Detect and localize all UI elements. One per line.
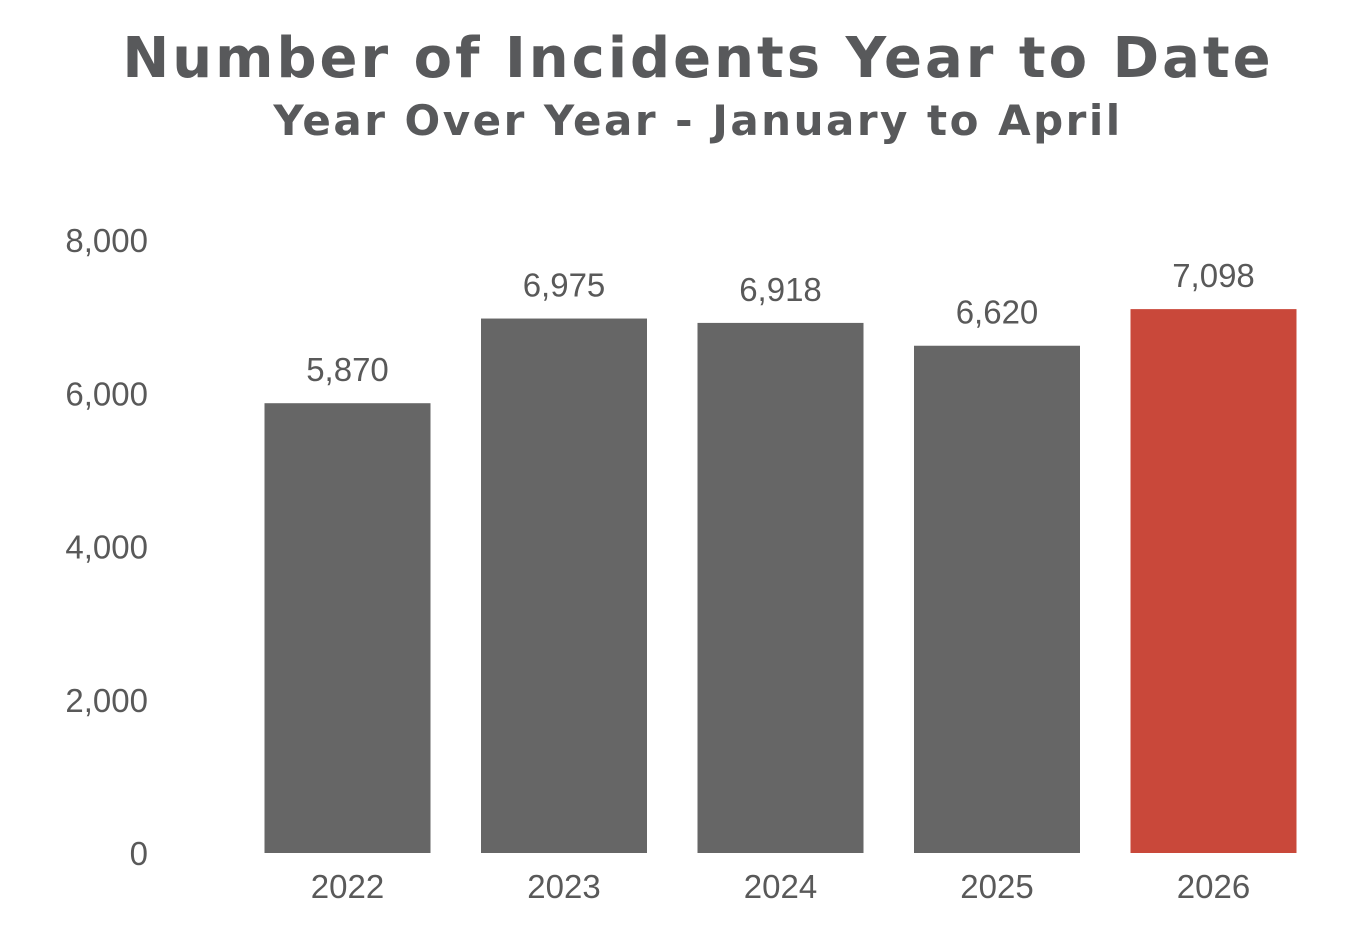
y-tick-label: 8,000 <box>65 222 148 259</box>
bar-2024 <box>697 322 864 853</box>
x-tick-label-2025: 2025 <box>960 868 1033 905</box>
chart-subtitle: Year Over Year - January to April <box>273 96 1123 145</box>
x-tick-label-2024: 2024 <box>744 868 817 905</box>
y-tick-label: 2,000 <box>65 682 148 719</box>
bar-2025 <box>914 345 1080 853</box>
data-label-2025: 6,620 <box>956 294 1039 331</box>
x-tick-label-2026: 2026 <box>1177 868 1250 905</box>
y-axis: 0 2,000 4,000 6,000 8,000 <box>65 222 148 872</box>
x-tick-label-2023: 2023 <box>527 868 600 905</box>
bars <box>264 309 1297 854</box>
bar-2026 <box>1130 309 1297 854</box>
data-labels: 5,870 6,975 6,918 6,620 7,098 <box>306 257 1255 388</box>
data-label-2023: 6,975 <box>523 267 606 304</box>
y-tick-label: 0 <box>130 835 148 872</box>
bar-2023 <box>481 318 647 853</box>
y-tick-label: 6,000 <box>65 375 148 412</box>
bar-2022 <box>264 403 431 853</box>
x-axis: 2022 2023 2024 2025 2026 <box>311 868 1250 905</box>
data-label-2024: 6,918 <box>739 271 822 308</box>
data-label-2022: 5,870 <box>306 351 389 388</box>
data-label-2026: 7,098 <box>1172 257 1255 294</box>
y-tick-label: 4,000 <box>65 529 148 566</box>
chart-title: Number of Incidents Year to Date <box>122 26 1274 91</box>
x-tick-label-2022: 2022 <box>311 868 384 905</box>
